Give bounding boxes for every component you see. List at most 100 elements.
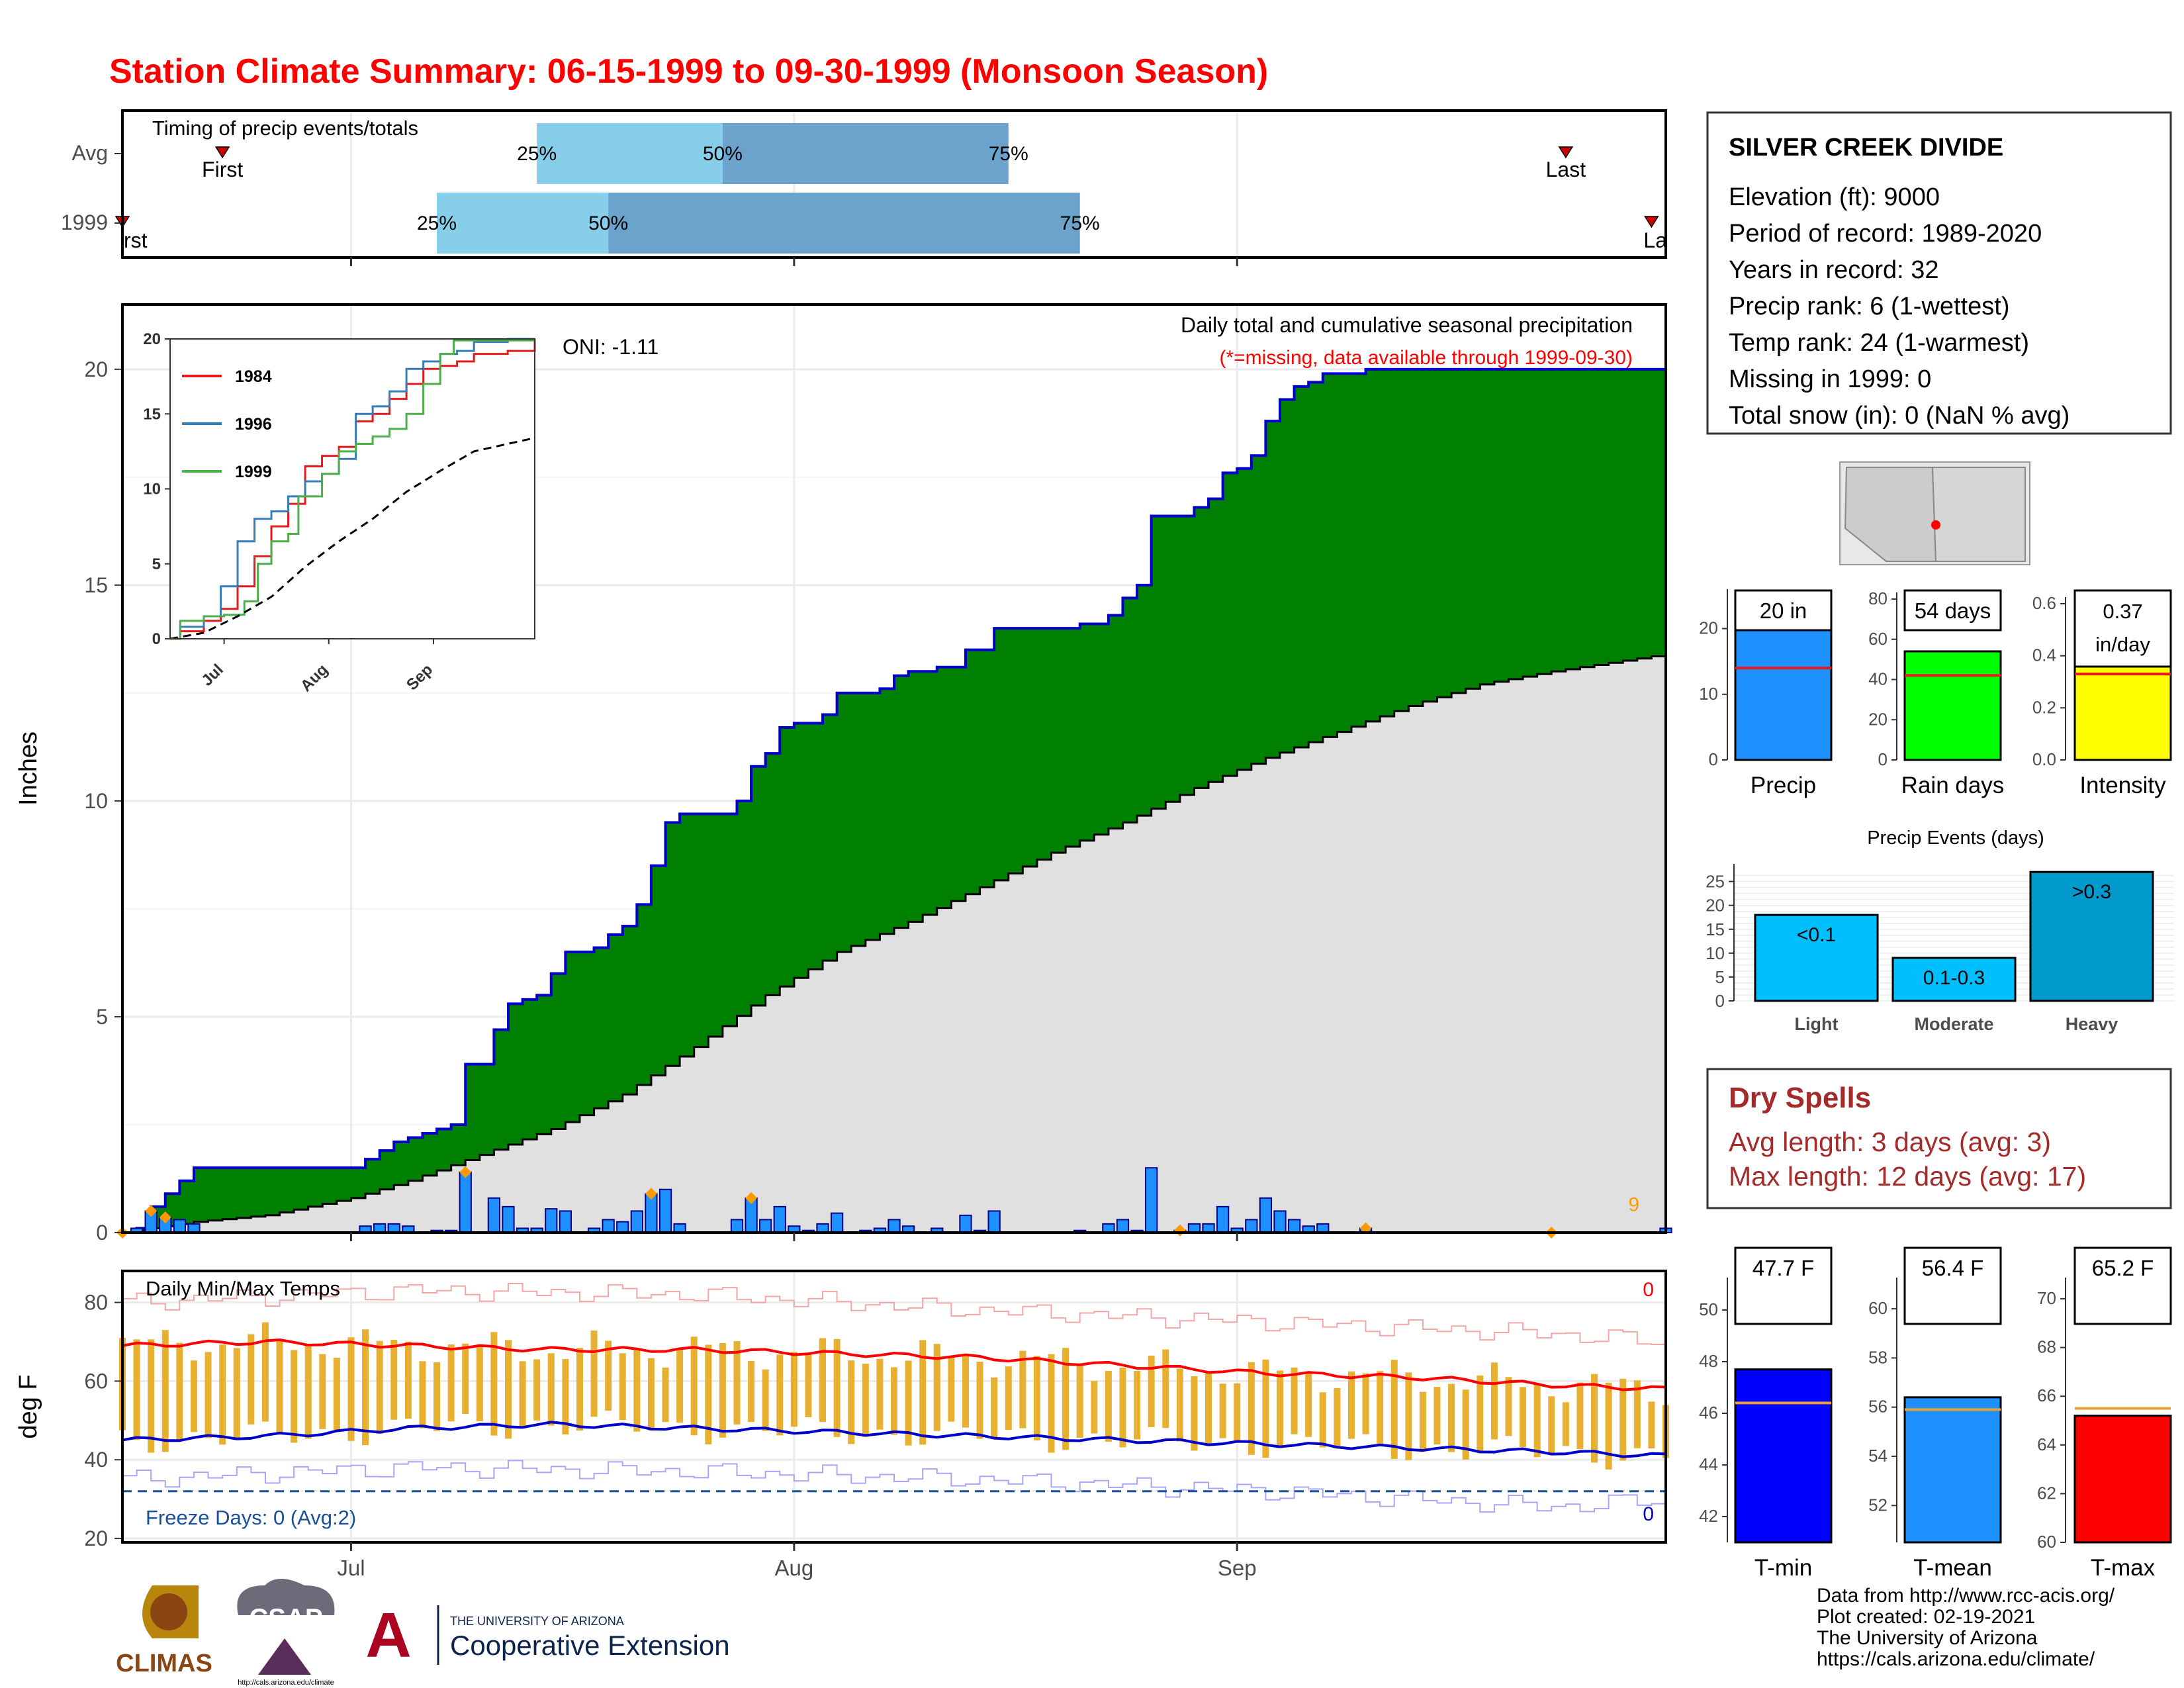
precip-ytick-label: 20 (84, 357, 108, 381)
daily-temp-bar (1019, 1350, 1026, 1429)
map-state-arizona (1844, 467, 1937, 562)
intensity-category-label: Intensity (2079, 773, 2166, 798)
daily-temp-bar (1419, 1391, 1426, 1450)
daily-temp-bar (1433, 1387, 1441, 1445)
events-bar (2029, 870, 2154, 1002)
daily-temp-bar (1633, 1380, 1641, 1448)
daily-temp-bar (1305, 1372, 1312, 1437)
tmin-summary-label-box (1734, 1246, 1833, 1325)
rain-days-ytick-label: 40 (1868, 669, 1888, 689)
daily-temp-bar (304, 1345, 312, 1439)
temp-ytick-label: 60 (84, 1369, 108, 1393)
tmax-summary-label-box (2073, 1246, 2172, 1325)
events-ytick-label: 0 (1715, 991, 1725, 1011)
daily-temp-bar (1405, 1372, 1412, 1460)
x-axis-tick-label: Sep (1218, 1556, 1257, 1580)
inset-bg (170, 339, 535, 639)
daily-temp-bar (733, 1340, 741, 1425)
precip-total-label-box (1734, 589, 1833, 632)
daily-temp-bar (547, 1353, 555, 1426)
timing-bar-25-50 (537, 123, 723, 184)
inset-ytick-label: 5 (152, 555, 161, 573)
daily-temp-bar (376, 1340, 383, 1434)
daily-temp-bar (933, 1344, 940, 1431)
events-ytick-label: 5 (1715, 967, 1725, 987)
oni-label: ONI: -1.11 (563, 335, 659, 359)
daily-temp-bar (862, 1364, 869, 1437)
daily-temp-bar (1248, 1362, 1255, 1455)
daily-precip-bar (1216, 1205, 1230, 1233)
daily-temp-bar (790, 1351, 797, 1427)
station-info-line: Precip rank: 6 (1-wettest) (1729, 293, 2009, 320)
tmin-summary-ytick-label: 50 (1699, 1299, 1718, 1319)
ua-big-text: Cooperative Extension (450, 1630, 730, 1661)
daily-temp-bar (519, 1361, 526, 1429)
timing-label-50: 50% (703, 143, 743, 165)
avg-tmax-line (122, 1338, 1666, 1391)
events-bar (1754, 914, 1879, 1002)
temp-chart-title: Daily Min/Max Temps (146, 1277, 340, 1300)
daily-temp-bar (447, 1344, 455, 1422)
daily-temp-bar (1377, 1371, 1384, 1445)
tmean-summary-label-box (1903, 1246, 2002, 1325)
precip-panel-border (121, 303, 1667, 1234)
daily-temp-bar (1191, 1376, 1198, 1451)
footer-line: Data from http://www.rcc-acis.org/ (1817, 1585, 2115, 1607)
daily-precip-bar (487, 1197, 501, 1233)
intensity-ytick-label: 0.6 (2032, 593, 2056, 613)
daily-temp-bar (433, 1362, 441, 1431)
daily-temp-bar (905, 1360, 912, 1446)
ua-logo-bg (363, 1607, 414, 1659)
avg-cumulative-area (122, 654, 1666, 1233)
daily-temp-bar (948, 1356, 955, 1422)
precip-ytick-label: 0 (96, 1221, 108, 1244)
daily-temp-bar (1576, 1382, 1584, 1449)
tmean-summary-ytick-label: 58 (1868, 1347, 1888, 1367)
tmean-summary-ytick-label: 54 (1868, 1446, 1888, 1466)
daily-temp-bar (1533, 1384, 1541, 1458)
timing-panel-border (121, 109, 1667, 259)
daily-temp-bar (676, 1350, 684, 1423)
daily-temp-bar (219, 1344, 226, 1445)
tmean-summary-value-label: 56.4 F (1922, 1256, 1984, 1280)
daily-temp-bar (1234, 1383, 1241, 1443)
daily-temp-bar (1591, 1374, 1598, 1463)
freeze-days-label: Freeze Days: 0 (Avg:2) (146, 1506, 356, 1529)
daily-temp-bar (562, 1359, 569, 1434)
map-state-newmexico (1931, 467, 2026, 562)
daily-temp-bar (176, 1342, 183, 1440)
intensity-unit-label: in/day (2095, 633, 2150, 656)
tmean-summary-ytick-label: 52 (1868, 1495, 1888, 1515)
daily-temp-bar (505, 1340, 512, 1439)
daily-temp-bar (462, 1343, 469, 1415)
daily-temp-bar (1119, 1368, 1126, 1448)
tmax-summary-value-label: 65.2 F (2092, 1256, 2154, 1280)
events-ytick-label: 25 (1706, 872, 1725, 892)
daily-precip-bar (1145, 1167, 1158, 1233)
daily-temp-bar (1520, 1387, 1527, 1448)
station-info-line: Period of record: 1989-2020 (1729, 220, 2042, 248)
last-label: Last (1546, 158, 1586, 181)
timing-label-25: 25% (517, 143, 557, 165)
intensity-bar (2073, 662, 2172, 761)
daily-temp-bar (647, 1358, 655, 1431)
timing-bar-50-75 (608, 193, 1080, 254)
daily-temp-bar (1390, 1360, 1398, 1459)
csap-cloud-icon (237, 1579, 335, 1615)
inset-ytick-label: 15 (143, 405, 161, 423)
precip-ytick-label: 15 (84, 573, 108, 597)
last-label-clipped: La (1643, 228, 1667, 252)
daily-precip-bar (602, 1219, 615, 1234)
intensity-ytick-label: 0.2 (2032, 697, 2056, 717)
temp-ytick-label: 80 (84, 1291, 108, 1315)
extreme-day-marker (459, 1166, 472, 1178)
precip-missing-note: (*=missing, data available through 1999-… (1219, 347, 1633, 369)
daily-temp-bar (805, 1352, 812, 1417)
daily-precip-bar (545, 1208, 558, 1234)
daily-temp-bar (390, 1339, 398, 1420)
daily-precip-bar (559, 1210, 572, 1234)
timing-row-label: 1999 (61, 211, 108, 234)
daily-temp-bar (1648, 1401, 1655, 1449)
tmax-summary-ytick-label: 62 (2037, 1483, 2056, 1503)
daily-temp-bar (1033, 1356, 1040, 1441)
